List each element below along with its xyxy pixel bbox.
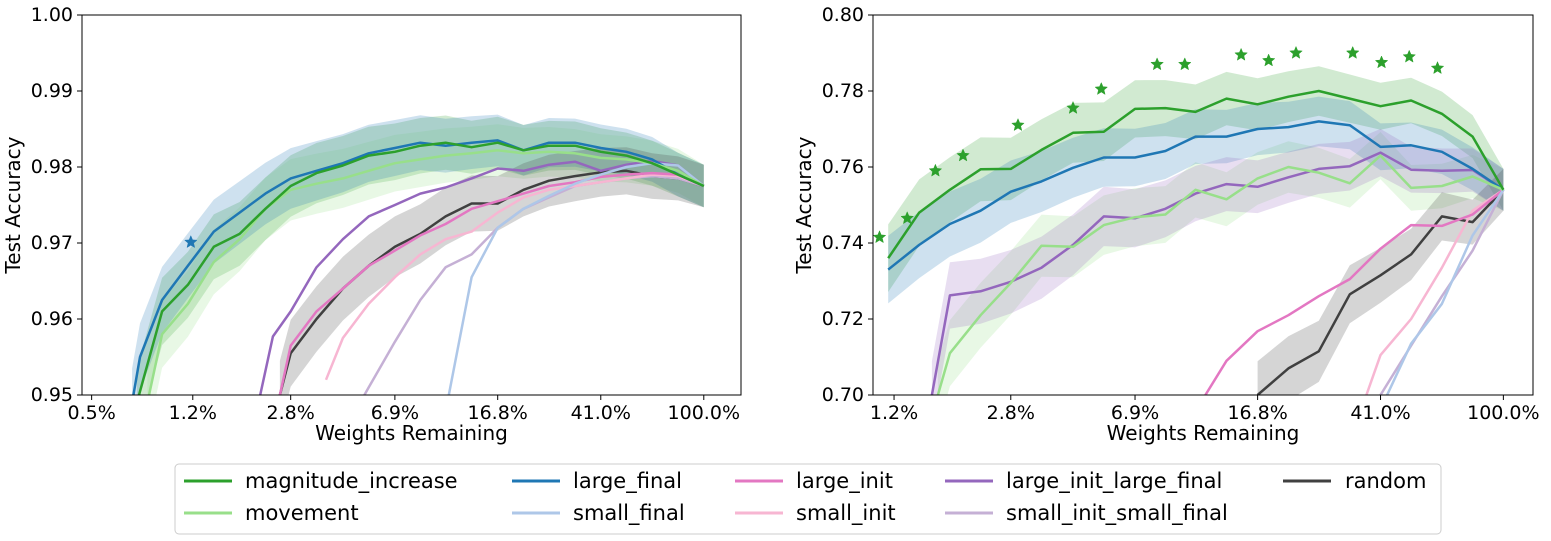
y-tick-label: 0.96	[31, 308, 73, 330]
x-tick-label: 100.0%	[668, 402, 740, 424]
series-movement	[147, 149, 705, 395]
series-large-init-large-final	[930, 151, 1505, 395]
y-tick-label: 1.00	[31, 4, 73, 26]
series-small-final	[1385, 189, 1505, 395]
plot-frame	[872, 14, 1534, 396]
legend-label-small-init: small_init	[796, 501, 896, 526]
star-marker	[1345, 45, 1360, 59]
star-marker	[1011, 118, 1025, 132]
star-marker	[956, 148, 970, 162]
series-large-init	[278, 171, 705, 395]
x-tick-label: 16.8%	[468, 402, 528, 424]
plot-frame	[81, 14, 742, 396]
x-axis-label: Weights Remaining	[315, 421, 508, 445]
legend-label-magnitude-increase: magnitude_increase	[245, 469, 458, 494]
x-tick-label: 6.9%	[371, 402, 419, 424]
y-tick-label: 0.78	[822, 80, 864, 102]
star-marker	[1150, 57, 1164, 71]
legend-label-large-init: large_init	[796, 469, 893, 494]
star-marker	[1094, 81, 1109, 95]
x-tick-label: 0.5%	[67, 402, 115, 424]
x-tick-label: 41.0%	[1350, 402, 1410, 424]
star-marker	[1402, 49, 1417, 63]
band-large-final	[888, 96, 1504, 304]
band-random	[1257, 168, 1504, 395]
series-small-init	[1365, 188, 1505, 395]
star-marker	[900, 211, 915, 225]
x-tick-label: 100.0%	[1467, 402, 1539, 424]
legend-label-movement: movement	[245, 501, 359, 525]
star-marker	[184, 235, 198, 249]
x-tick-label: 6.9%	[1111, 402, 1159, 424]
series-small-init	[324, 173, 705, 381]
y-axis-label: Test Accuracy	[792, 136, 816, 274]
x-tick-label: 2.8%	[267, 402, 315, 424]
y-tick-label: 0.99	[31, 80, 73, 102]
star-marker	[1289, 45, 1303, 59]
legend-label-random: random	[1345, 469, 1426, 493]
star-marker	[1374, 55, 1389, 69]
y-tick-label: 0.72	[822, 308, 864, 330]
band-random	[279, 147, 704, 395]
star-marker	[1430, 61, 1445, 75]
right-chart: 0.70 0.72 0.74 0.76 0.78 0.80 100.0% 41.0% 16.8%…	[792, 4, 1540, 445]
band-magnitude-increase	[888, 66, 1504, 292]
x-axis-label: Weights Remaining	[1107, 421, 1300, 445]
legend-label-large-final: large_final	[573, 469, 682, 494]
series-small-init-small-final	[1379, 189, 1505, 395]
plot-area	[132, 114, 705, 395]
series-random	[1256, 188, 1505, 395]
legend-label-small-final: small_final	[573, 501, 685, 526]
y-tick-label: 0.70	[822, 384, 864, 406]
star-marker	[1261, 53, 1276, 67]
series-magnitude-increase	[887, 89, 1505, 259]
plot-area	[887, 66, 1505, 395]
star-marker	[928, 163, 943, 177]
y-tick-label: 0.98	[31, 156, 73, 178]
x-tick-label: 1.2%	[870, 402, 918, 424]
x-tick-label: 1.2%	[169, 402, 217, 424]
series-magnitude-increase	[137, 141, 705, 395]
x-tick-label: 41.0%	[571, 402, 631, 424]
y-axis-label: Test Accuracy	[1, 136, 25, 274]
series-movement	[936, 154, 1504, 395]
legend: magnitude_increase movement large_final …	[174, 463, 1442, 535]
y-tick-label: 0.80	[822, 4, 864, 26]
y-tick-label: 0.76	[822, 156, 864, 178]
y-tick-label: 0.95	[31, 384, 73, 406]
legend-label-large-init-large-final: large_init_large_final	[1006, 469, 1222, 494]
series-large-final	[132, 139, 705, 395]
star-marker	[1066, 100, 1080, 114]
y-tick-label: 0.74	[822, 232, 864, 254]
legend-frame	[174, 463, 1442, 535]
legend-label-small-init-small-final: small_init_small_final	[1006, 501, 1228, 526]
band-large-final	[132, 114, 704, 395]
star-marker	[1234, 47, 1248, 61]
y-tick-label: 0.97	[31, 232, 73, 254]
x-tick-label: 16.8%	[1227, 402, 1287, 424]
star-marker	[1177, 57, 1192, 71]
series-large-init-large-final	[258, 159, 705, 395]
series-large-init	[1204, 188, 1505, 395]
x-tick-label: 2.8%	[987, 402, 1035, 424]
star-marker	[872, 230, 887, 244]
series-large-final	[887, 120, 1505, 271]
left-chart: 0.95 0.96 0.97 0.98 0.99 1.00 100.0% 41.0% 16.8%…	[1, 4, 742, 445]
